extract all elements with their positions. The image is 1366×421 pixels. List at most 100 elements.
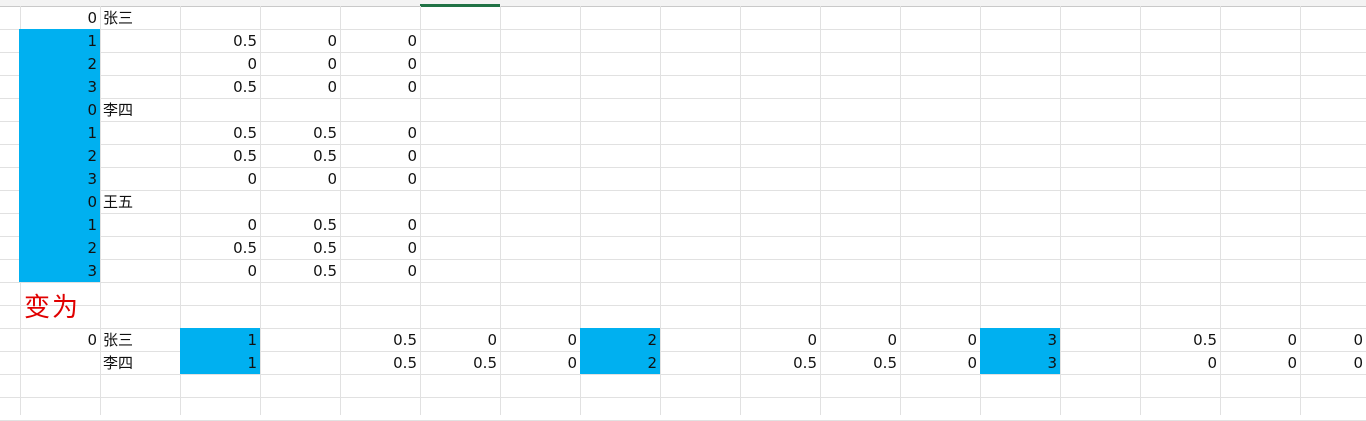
value-cell[interactable] xyxy=(180,6,260,29)
value-cell[interactable]: 0 xyxy=(1353,353,1363,372)
index-cell[interactable]: 1 xyxy=(87,31,97,50)
name-cell[interactable] xyxy=(100,29,180,52)
index-cell[interactable]: 2 xyxy=(87,54,97,73)
value-cell[interactable]: 0.5 xyxy=(873,353,897,372)
name-cell[interactable] xyxy=(100,259,180,282)
value-cell[interactable]: 0 xyxy=(247,169,257,188)
value-cell[interactable]: 0 xyxy=(1287,330,1297,349)
value-cell[interactable]: 0 xyxy=(407,77,417,96)
group-id-cell[interactable]: 2 xyxy=(580,351,660,374)
group-id-cell[interactable]: 2 xyxy=(580,328,660,351)
name-cell[interactable]: 李四 xyxy=(103,101,134,119)
value-cell[interactable] xyxy=(340,190,420,213)
value-cell[interactable]: 0 xyxy=(247,261,257,280)
value-cell[interactable] xyxy=(260,6,340,29)
value-cell[interactable]: 0.5 xyxy=(313,123,337,142)
name-cell[interactable] xyxy=(100,144,180,167)
index-cell[interactable]: 3 xyxy=(87,169,97,188)
value-cell[interactable] xyxy=(1060,351,1140,374)
value-cell[interactable] xyxy=(260,328,340,351)
value-cell[interactable]: 0 xyxy=(887,330,897,349)
value-cell[interactable] xyxy=(260,98,340,121)
index-cell[interactable]: 0 xyxy=(87,192,97,211)
group-id-cell[interactable]: 3 xyxy=(980,351,1060,374)
value-cell[interactable]: 0 xyxy=(327,169,337,188)
row-gridline xyxy=(0,236,1366,237)
value-cell[interactable]: 0 xyxy=(567,330,577,349)
value-cell[interactable]: 0.5 xyxy=(233,77,257,96)
index-cell[interactable] xyxy=(0,351,100,374)
value-cell[interactable]: 0 xyxy=(1353,330,1363,349)
value-cell[interactable]: 0 xyxy=(1287,353,1297,372)
name-cell[interactable]: 李四 xyxy=(103,354,134,372)
value-cell[interactable]: 0.5 xyxy=(233,146,257,165)
group-id-cell[interactable]: 3 xyxy=(980,328,1060,351)
index-cell[interactable]: 0 xyxy=(87,8,97,27)
value-cell[interactable]: 0.5 xyxy=(313,238,337,257)
name-cell[interactable] xyxy=(100,52,180,75)
value-cell[interactable] xyxy=(260,351,340,374)
name-cell[interactable] xyxy=(100,121,180,144)
value-cell[interactable]: 0 xyxy=(487,330,497,349)
index-cell[interactable]: 0 xyxy=(87,330,97,349)
column-gridline xyxy=(340,6,341,415)
index-cell[interactable]: 1 xyxy=(87,215,97,234)
index-cell[interactable]: 3 xyxy=(87,77,97,96)
value-cell[interactable]: 0.5 xyxy=(393,330,417,349)
value-cell[interactable]: 0.5 xyxy=(313,146,337,165)
value-cell[interactable]: 0 xyxy=(327,77,337,96)
value-cell[interactable]: 0 xyxy=(247,54,257,73)
value-cell[interactable]: 0 xyxy=(327,31,337,50)
name-cell[interactable] xyxy=(100,236,180,259)
value-cell[interactable]: 0 xyxy=(567,353,577,372)
group-id-cell[interactable]: 1 xyxy=(180,351,260,374)
name-cell[interactable] xyxy=(100,75,180,98)
value-cell[interactable]: 0.5 xyxy=(313,261,337,280)
value-cell[interactable]: 0.5 xyxy=(793,353,817,372)
value-cell[interactable] xyxy=(180,190,260,213)
value-cell[interactable]: 0 xyxy=(407,123,417,142)
group-id-cell[interactable]: 1 xyxy=(180,328,260,351)
value-cell[interactable]: 0.5 xyxy=(1193,330,1217,349)
value-cell[interactable]: 0.5 xyxy=(233,238,257,257)
value-cell[interactable]: 0.5 xyxy=(233,123,257,142)
value-cell[interactable]: 0 xyxy=(407,215,417,234)
value-cell[interactable]: 0 xyxy=(407,169,417,188)
value-cell[interactable] xyxy=(660,328,740,351)
index-cell[interactable]: 3 xyxy=(87,261,97,280)
name-cell[interactable]: 张三 xyxy=(103,9,134,27)
value-cell[interactable] xyxy=(1060,328,1140,351)
row-gridline xyxy=(0,397,1366,398)
value-cell[interactable]: 0 xyxy=(407,261,417,280)
value-cell[interactable] xyxy=(340,6,420,29)
value-cell[interactable]: 0 xyxy=(247,215,257,234)
value-cell[interactable]: 0 xyxy=(967,330,977,349)
value-cell[interactable]: 0 xyxy=(1207,353,1217,372)
value-cell[interactable] xyxy=(180,98,260,121)
name-cell[interactable]: 王五 xyxy=(103,193,134,211)
value-cell[interactable]: 0 xyxy=(407,31,417,50)
index-cell[interactable]: 2 xyxy=(87,238,97,257)
value-cell[interactable]: 0.5 xyxy=(313,215,337,234)
value-cell[interactable] xyxy=(660,351,740,374)
index-cell[interactable]: 1 xyxy=(87,123,97,142)
value-cell[interactable]: 0.5 xyxy=(393,353,417,372)
value-cell[interactable]: 0 xyxy=(407,54,417,73)
value-cell[interactable] xyxy=(260,190,340,213)
value-cell[interactable]: 0 xyxy=(407,238,417,257)
value-cell[interactable]: 0 xyxy=(967,353,977,372)
value-cell[interactable]: 0.5 xyxy=(473,353,497,372)
index-cell[interactable]: 2 xyxy=(87,146,97,165)
row-gridline xyxy=(0,121,1366,122)
value-cell[interactable]: 0 xyxy=(807,330,817,349)
name-cell[interactable] xyxy=(100,213,180,236)
index-cell[interactable]: 0 xyxy=(87,100,97,119)
value-cell[interactable] xyxy=(340,98,420,121)
value-cell[interactable]: 0 xyxy=(407,146,417,165)
name-cell[interactable] xyxy=(100,167,180,190)
value-cell[interactable]: 0.5 xyxy=(233,31,257,50)
value-cell[interactable]: 0 xyxy=(327,54,337,73)
name-cell[interactable]: 张三 xyxy=(103,331,134,349)
column-header-strip[interactable] xyxy=(0,0,1366,7)
